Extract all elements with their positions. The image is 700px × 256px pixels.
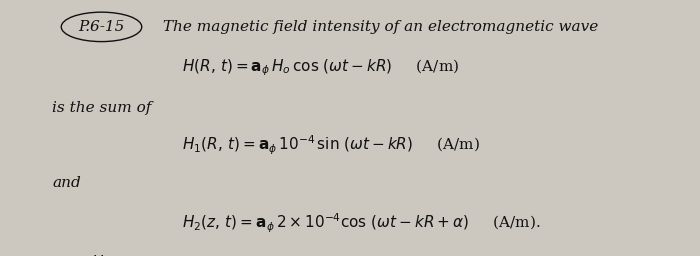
Text: P.6-15: P.6-15: [78, 20, 125, 34]
Text: $H_1(R,\,t) = \mathbf{a}_\phi\,10^{-4}\,\sin\,(\omega t - kR)$     (A/m): $H_1(R,\,t) = \mathbf{a}_\phi\,10^{-4}\,…: [182, 134, 480, 157]
Text: is the sum of: is the sum of: [52, 101, 152, 115]
Text: and: and: [52, 176, 81, 190]
Text: $H_2(z,\,t) = \mathbf{a}_\phi\,2\times10^{-4}\cos\,(\omega t - kR + \alpha)$    : $H_2(z,\,t) = \mathbf{a}_\phi\,2\times10…: [182, 211, 540, 235]
Text: Find $H_o$ and $\alpha$.: Find $H_o$ and $\alpha$.: [52, 253, 164, 256]
Text: The magnetic field intensity of an electromagnetic wave: The magnetic field intensity of an elect…: [158, 20, 598, 34]
Text: $H(R,\,t) = \mathbf{a}_\phi\,H_o\,\cos\,(\omega t - kR)$     (A/m): $H(R,\,t) = \mathbf{a}_\phi\,H_o\,\cos\,…: [182, 58, 459, 78]
